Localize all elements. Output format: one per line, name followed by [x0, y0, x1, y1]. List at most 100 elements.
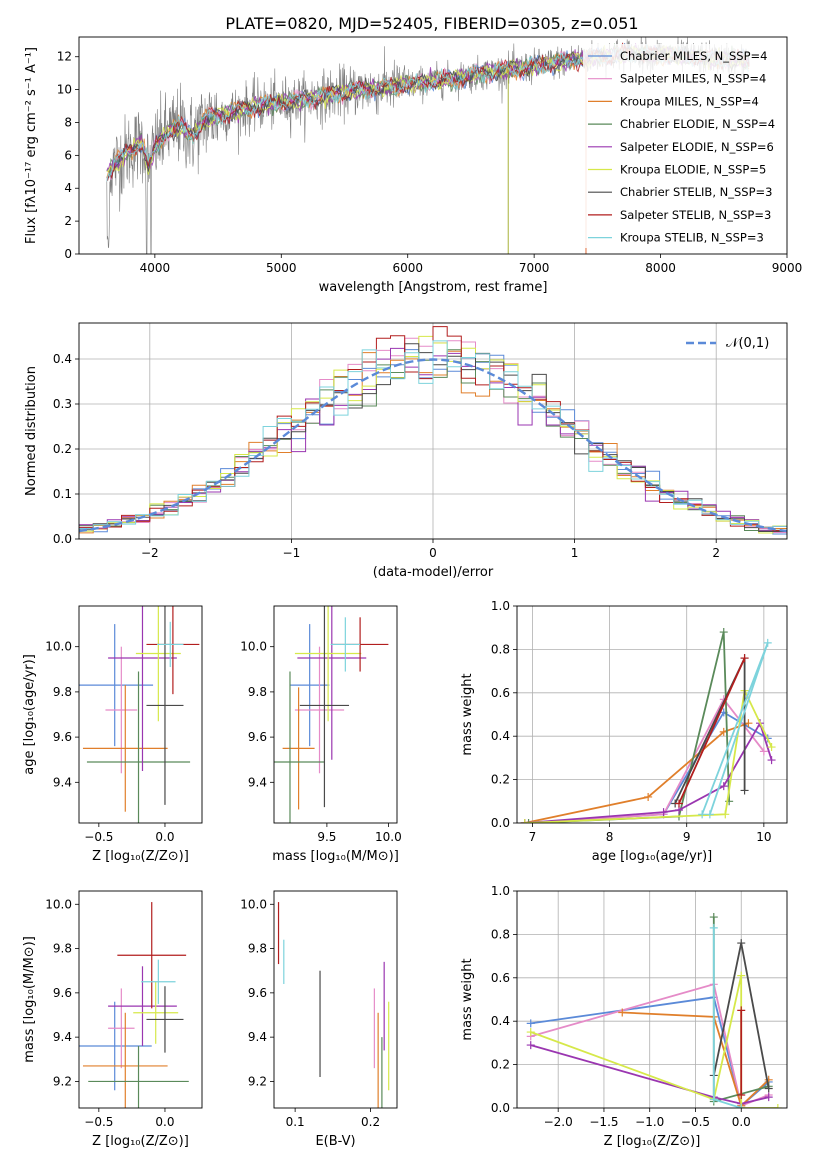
errorbar-point [108, 606, 177, 772]
x-tick-label: 7000 [519, 261, 550, 275]
axes-border [273, 605, 398, 824]
weight-marker [709, 1095, 718, 1104]
errorbar-point [86, 671, 191, 823]
panel-age_vs_mass: 9.5 10.0 9.4 9.6 9.8 10.0 mass [log₁₀(M/M⊙)] [240, 605, 402, 864]
y-tick-label: 0.2 [491, 773, 510, 787]
panel-age_vs_Z: −0.5 0.0 9.4 9.6 9.8 10.0 Z [log₁₀(Z/Z⊙)] age [… [22, 605, 203, 864]
y-tick-label: 1.0 [491, 884, 510, 898]
weight-marker [675, 799, 683, 808]
y-tick-label: 9.2 [248, 1074, 267, 1088]
x-tick-label: 9.5 [317, 830, 336, 844]
weight-marker [764, 1093, 773, 1102]
errorbar-point [82, 685, 168, 812]
weight-marker [644, 792, 653, 801]
legend-entry: Kroupa STELIB, N_SSP=3 [620, 231, 764, 245]
panel-weight_vs_Z: −2.0 −1.5 −1.0 −0.5 0.0 0.0 0.2 0.4 0.6 0.8 1.0 Z [… [460, 884, 788, 1149]
legend-entry: Kroupa MILES, N_SSP=4 [620, 94, 759, 108]
axes-frame-age_vs_mass: 9.5 10.0 9.4 9.6 9.8 10.0 mass [log₁₀(M/M⊙)] [240, 605, 402, 864]
axes-border [273, 890, 398, 1109]
weight-marker [526, 1019, 535, 1028]
axes-frame-spectrum: 4000 5000 6000 7000 8000 9000 0 2 4 6 8 10 12 wavelen… [24, 36, 803, 295]
y-axis-label: Flux [fλ10⁻¹⁷ erg cm⁻² s⁻¹ A⁻¹] [24, 47, 39, 244]
x-tick-label: −2.0 [544, 1115, 573, 1129]
weight-series [698, 638, 772, 819]
weight-marker [719, 628, 728, 637]
histogram-step [79, 340, 787, 532]
x-tick-label: 10.0 [375, 830, 402, 844]
weight-marker [737, 939, 746, 948]
weight-marker [737, 1090, 746, 1099]
weight-marker [737, 1104, 746, 1108]
y-tick-label: 0.0 [491, 816, 510, 830]
x-tick-label: 8 [606, 830, 614, 844]
y-tick-label: 10.0 [240, 897, 267, 911]
errorbar-point [294, 646, 345, 774]
x-axis-label: Z [log₁₀(Z/Z⊙)] [604, 1134, 701, 1149]
axes-border [78, 36, 788, 255]
axes-frame-mass_vs_Z: −0.5 0.0 9.2 9.4 9.6 9.8 10.0 Z [log₁₀(Z/Z⊙)] ma… [22, 890, 203, 1149]
errorbar-point [289, 624, 330, 747]
legend-entry: 𝒩(0,1) [726, 336, 769, 351]
errorbar-point [108, 966, 177, 1046]
x-tick-label: −1 [283, 546, 301, 560]
y-tick-label: 10.0 [240, 640, 267, 654]
y-tick-label: 8 [64, 115, 72, 129]
y-tick-label: 9.4 [248, 1030, 267, 1044]
legend-entry: Chabrier ELODIE, N_SSP=4 [620, 117, 775, 131]
weight-marker [719, 782, 728, 791]
weight-line [524, 722, 749, 823]
y-tick-label: 0.6 [491, 971, 510, 985]
y-tick-label: 9.6 [248, 986, 267, 1000]
y-tick-label: 9.6 [248, 730, 267, 744]
x-tick-label: −0.5 [84, 830, 113, 844]
legend-residuals: 𝒩(0,1) [686, 336, 769, 351]
y-tick-label: 0.2 [491, 1058, 510, 1072]
weight-marker [721, 810, 730, 819]
errorbar-point [82, 1012, 168, 1108]
weight-series [520, 686, 776, 823]
y-tick-label: 0.4 [53, 352, 72, 366]
errorbar-point [146, 986, 184, 1053]
y-tick-label: 0.8 [491, 642, 510, 656]
y-axis-label: Normed distribution [24, 366, 39, 496]
x-tick-label: 9000 [772, 261, 803, 275]
weight-marker [524, 819, 533, 823]
errorbar-point [108, 988, 135, 1069]
x-axis-label: mass [log₁₀(M/M⊙)] [272, 849, 399, 864]
errorbar-point [133, 981, 179, 1044]
axes-border [78, 890, 203, 1109]
weight-marker [737, 971, 746, 980]
y-tick-label: 0.4 [491, 1014, 510, 1028]
errorbar-point [297, 606, 367, 760]
legend-entry: Salpeter MILES, N_SSP=4 [620, 72, 766, 86]
plot-area-weight_vs_Z [517, 891, 787, 1108]
plot-area-mass_vs_EBV [277, 902, 390, 1108]
plot-area-weight_vs_age [517, 606, 787, 823]
y-tick-label: 0 [64, 247, 72, 261]
weight-series [675, 654, 749, 808]
x-tick-label: 7 [529, 830, 537, 844]
y-tick-label: 9.4 [248, 775, 267, 789]
weight-series [520, 695, 768, 823]
plot-area-residuals [79, 323, 787, 539]
weight-marker [744, 719, 753, 728]
x-tick-label: 2 [712, 546, 720, 560]
weight-marker [709, 913, 718, 922]
x-axis-label: Z [log₁₀(Z/Z⊙)] [92, 849, 189, 864]
gaussian-reference-curve [79, 358, 787, 533]
y-tick-label: 4 [64, 181, 72, 195]
weight-line [528, 631, 730, 823]
panel-mass_vs_Z: −0.5 0.0 9.2 9.4 9.6 9.8 10.0 Z [log₁₀(Z/Z⊙)] ma… [22, 890, 203, 1149]
x-tick-label: −0.5 [84, 1115, 113, 1129]
y-tick-label: 0.0 [491, 1101, 510, 1115]
y-tick-label: 0.4 [491, 729, 510, 743]
errorbar-point [330, 617, 361, 672]
errorbar-point [274, 671, 325, 823]
weight-marker [709, 923, 718, 932]
x-tick-label: −2 [141, 546, 159, 560]
x-axis-label: age [log₁₀(age/yr)] [592, 849, 713, 864]
weight-line [530, 1044, 769, 1105]
x-tick-label: 0 [429, 546, 437, 560]
y-tick-label: 0.0 [53, 532, 72, 546]
figure-title: PLATE=0820, MJD=52405, FIBERID=0305, z=0… [225, 14, 638, 33]
